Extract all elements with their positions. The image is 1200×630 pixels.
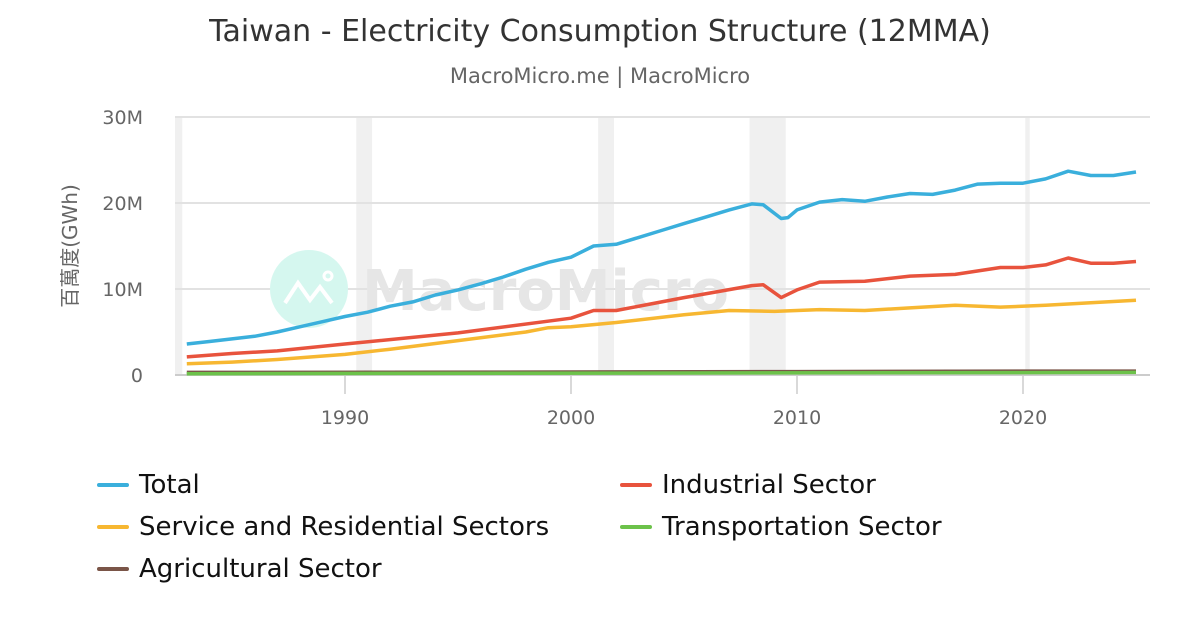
watermark-dot xyxy=(322,270,334,282)
legend-item[interactable]: Total xyxy=(97,470,200,500)
y-tick-label: 20M xyxy=(102,193,143,215)
legend-swatch xyxy=(97,483,129,487)
legend-swatch xyxy=(620,525,652,529)
series-line-transportation-sector xyxy=(186,370,1137,376)
y-axis-label: 百萬度(GWh) xyxy=(58,184,82,308)
legend-swatch xyxy=(97,567,129,571)
legend-label: Industrial Sector xyxy=(662,470,876,500)
watermark-chart-icon xyxy=(283,279,334,305)
x-tick-label: 2020 xyxy=(999,407,1047,429)
legend-swatch xyxy=(97,525,129,529)
legend-label: Service and Residential Sectors xyxy=(139,512,550,542)
series-line-total xyxy=(186,169,1137,346)
legend-label: Total xyxy=(139,470,200,500)
legend-label: Agricultural Sector xyxy=(139,554,382,584)
recession-band xyxy=(175,117,183,375)
x-tick-label: 1990 xyxy=(321,407,369,429)
y-tick-label: 30M xyxy=(102,107,143,129)
x-tick-label: 2000 xyxy=(547,407,595,429)
y-tick-label: 0 xyxy=(131,365,143,387)
legend-label: Transportation Sector xyxy=(662,512,942,542)
watermark-logo: MacroMicro xyxy=(270,250,729,328)
legend-item[interactable]: Agricultural Sector xyxy=(97,554,382,584)
series-line-service-and-residential-sectors xyxy=(186,298,1137,366)
legend-item[interactable]: Industrial Sector xyxy=(620,470,876,500)
recession-band xyxy=(356,117,373,375)
recession-band xyxy=(1025,117,1030,375)
series-line-industrial-sector xyxy=(186,256,1137,359)
chart-subtitle: MacroMicro.me | MacroMicro xyxy=(449,64,751,88)
watermark-text: MacroMicro xyxy=(362,259,729,324)
watermark-circle xyxy=(270,250,348,328)
chart-title: Taiwan - Electricity Consumption Structu… xyxy=(209,14,991,49)
legend-item[interactable]: Service and Residential Sectors xyxy=(97,512,549,542)
recession-band xyxy=(749,117,786,375)
legend-item[interactable]: Transportation Sector xyxy=(620,512,942,542)
legend-swatch xyxy=(620,483,652,487)
x-tick-label: 2010 xyxy=(773,407,821,429)
y-tick-label: 10M xyxy=(102,279,143,301)
